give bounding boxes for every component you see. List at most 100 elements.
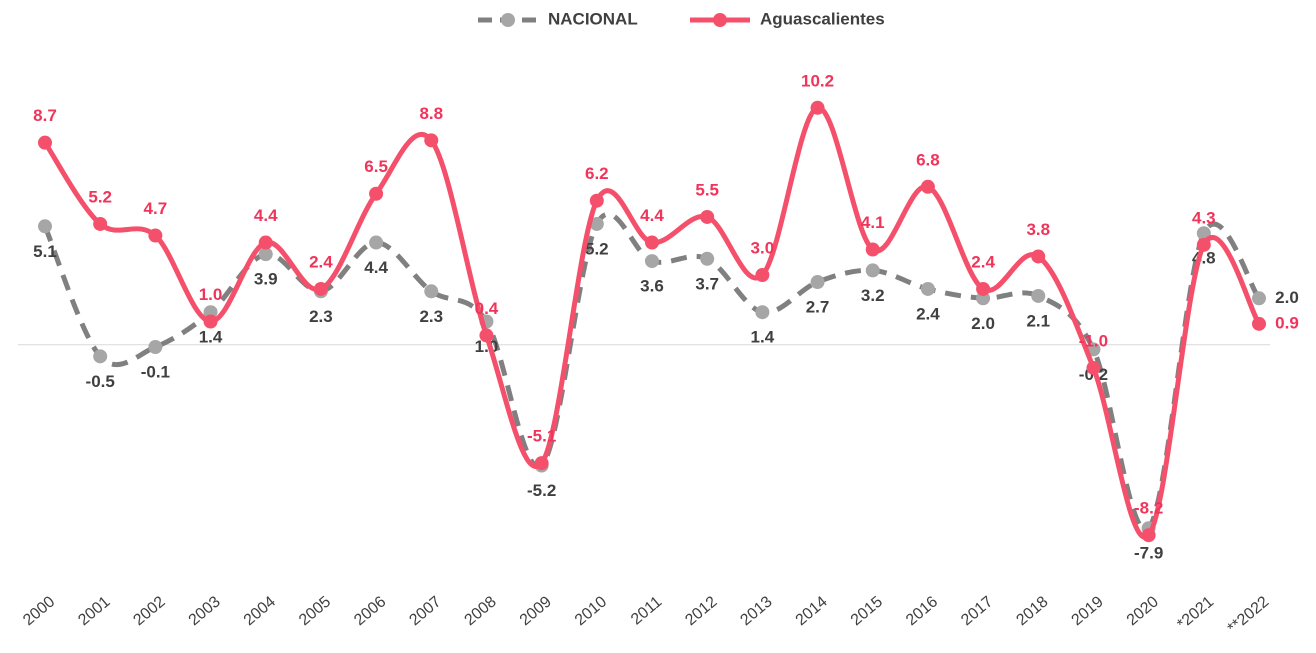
data-label: 4.3: [1192, 208, 1216, 227]
x-tick-label: 2002: [130, 593, 168, 629]
point: [1252, 316, 1266, 331]
legend-label: NACIONAL: [548, 9, 638, 28]
data-label: 4.4: [254, 206, 278, 225]
data-label: -5.2: [527, 481, 556, 500]
x-tick-label: 2019: [1069, 593, 1107, 629]
point: [203, 314, 218, 329]
point: [369, 186, 384, 201]
point: [645, 254, 659, 269]
data-label: 2.0: [1275, 288, 1299, 307]
point: [38, 135, 52, 150]
point: [700, 209, 715, 224]
data-label: 5.1: [33, 242, 57, 261]
legend-marker: [501, 13, 515, 27]
data-label: 2.4: [309, 252, 333, 271]
point: [148, 340, 163, 355]
point: [424, 133, 439, 148]
x-tick-label: 2009: [517, 593, 555, 629]
data-label: 3.0: [751, 239, 775, 258]
point: [865, 242, 880, 257]
x-tick-label: 2005: [296, 593, 334, 629]
data-label: 1.0: [199, 285, 223, 304]
point: [258, 247, 273, 262]
x-tick-label: 2012: [682, 593, 720, 629]
x-tick-label: 2004: [241, 593, 279, 629]
data-label: 1.4: [751, 328, 775, 347]
x-tick-label: **2022: [1225, 593, 1273, 637]
data-label: 8.7: [33, 106, 57, 125]
point: [148, 228, 163, 243]
point: [1141, 528, 1156, 543]
legend-marker: [713, 13, 727, 27]
data-label: 5.2: [585, 239, 609, 258]
data-label: -0.1: [141, 363, 170, 382]
data-label: 6.5: [364, 157, 388, 176]
x-tick-label: 2010: [572, 593, 610, 629]
data-label: 3.8: [1026, 220, 1050, 239]
data-label: 10.2: [801, 71, 834, 90]
point: [258, 235, 273, 250]
x-tick-label: 2018: [1013, 593, 1051, 629]
point: [865, 263, 880, 278]
x-tick-label: 2020: [1124, 593, 1162, 629]
x-tick-label: 2016: [903, 593, 941, 629]
point: [479, 328, 494, 343]
data-label: 2.4: [971, 252, 995, 271]
point: [589, 216, 604, 231]
data-label: -1.0: [1079, 331, 1108, 350]
data-label: 3.7: [695, 274, 719, 293]
point: [1252, 291, 1266, 306]
x-tick-label: 2013: [737, 593, 775, 629]
point: [424, 284, 439, 299]
x-tick-label: 2017: [958, 593, 996, 629]
data-label: 0.4: [475, 299, 499, 318]
data-label: 2.3: [419, 307, 443, 326]
point: [755, 305, 770, 320]
data-label: -8.2: [1134, 499, 1163, 518]
data-label: 6.8: [916, 150, 940, 169]
point: [755, 268, 770, 283]
x-tick-label: 2011: [628, 593, 665, 628]
point: [700, 251, 715, 266]
data-label: 5.2: [88, 187, 112, 206]
data-label: 6.2: [585, 164, 609, 183]
data-label: 2.0: [971, 314, 995, 333]
legend-label: Aguascalientes: [760, 9, 885, 28]
point: [93, 349, 108, 364]
data-label: 4.1: [861, 213, 885, 232]
point: [920, 179, 935, 194]
series-line: [42, 105, 1262, 540]
data-label: -5.1: [527, 427, 556, 446]
data-label: 5.5: [695, 180, 719, 199]
data-label: 2.7: [806, 297, 830, 316]
point: [645, 235, 659, 250]
point: [920, 281, 935, 296]
point: [369, 235, 384, 250]
data-label: 3.9: [254, 270, 278, 289]
x-tick-label: 2008: [462, 593, 500, 629]
x-tick-label: 2015: [848, 593, 886, 629]
data-label: 8.8: [419, 104, 443, 123]
x-tick-label: 2006: [351, 593, 389, 629]
data-label: 4.7: [144, 199, 168, 218]
x-tick-label: 2001: [75, 593, 113, 629]
data-label: 2.1: [1026, 311, 1050, 330]
data-label: 2.4: [916, 304, 940, 323]
x-tick-label: *2021: [1174, 593, 1217, 633]
data-label: 3.6: [640, 277, 664, 296]
data-label: -7.9: [1134, 544, 1163, 563]
data-label: 1.4: [199, 328, 223, 347]
x-tick-label: 2007: [406, 593, 444, 629]
point: [534, 456, 549, 471]
data-label: 0.9: [1275, 313, 1299, 332]
point: [93, 216, 108, 231]
point: [1086, 360, 1101, 375]
data-label: 3.2: [861, 286, 885, 305]
data-label: 4.4: [364, 258, 388, 277]
point: [1031, 288, 1046, 303]
point: [1196, 237, 1211, 252]
x-tick-label: 2014: [793, 593, 831, 629]
point: [976, 281, 991, 296]
point: [810, 275, 825, 290]
